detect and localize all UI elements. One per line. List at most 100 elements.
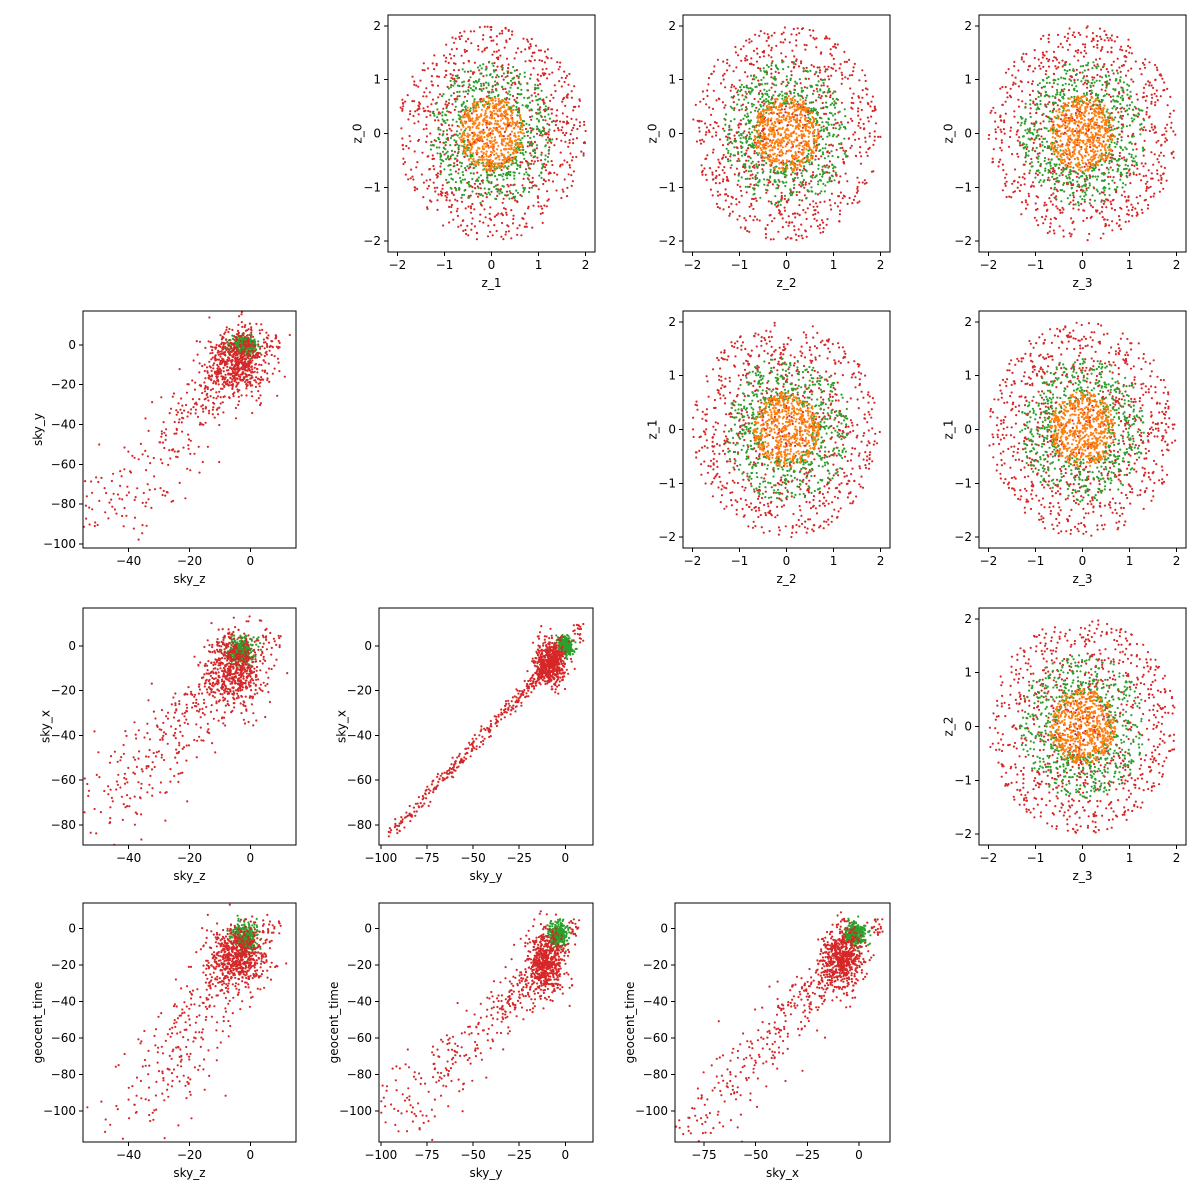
data-point xyxy=(489,117,491,119)
data-point xyxy=(551,160,553,162)
data-point xyxy=(540,205,542,207)
data-point xyxy=(845,173,847,175)
data-point xyxy=(844,128,846,130)
data-point xyxy=(1042,120,1044,122)
data-point xyxy=(1162,188,1164,190)
data-point xyxy=(462,126,464,128)
data-point xyxy=(740,60,742,62)
data-point xyxy=(709,167,711,169)
data-point xyxy=(438,146,440,148)
data-point xyxy=(501,30,503,32)
data-point xyxy=(1163,155,1165,157)
data-point xyxy=(764,157,766,159)
data-point xyxy=(454,199,456,201)
data-point xyxy=(479,220,481,222)
data-point xyxy=(703,167,705,169)
data-point xyxy=(782,68,784,70)
data-point xyxy=(724,104,726,106)
data-point xyxy=(1014,180,1016,182)
data-point xyxy=(461,81,463,83)
data-point xyxy=(814,176,816,178)
data-point xyxy=(523,173,525,175)
data-point xyxy=(1155,141,1157,143)
data-point xyxy=(738,172,740,174)
data-point xyxy=(506,177,508,179)
data-point xyxy=(535,95,537,97)
data-point xyxy=(811,124,813,126)
data-point xyxy=(513,149,515,151)
data-point xyxy=(770,64,772,66)
data-point xyxy=(812,214,814,216)
data-point xyxy=(861,109,863,111)
data-point xyxy=(411,176,413,178)
data-point xyxy=(453,55,455,57)
data-point xyxy=(522,38,524,40)
data-point xyxy=(530,154,532,156)
data-point xyxy=(1029,65,1031,67)
data-point xyxy=(507,82,509,84)
data-point xyxy=(426,135,428,137)
data-point xyxy=(402,163,404,165)
data-point xyxy=(469,127,471,129)
data-point xyxy=(1076,176,1078,178)
data-point xyxy=(509,190,511,192)
data-point xyxy=(1093,77,1095,79)
data-point xyxy=(784,198,786,200)
data-point xyxy=(556,61,558,63)
data-point xyxy=(1129,182,1131,184)
data-point xyxy=(518,110,520,112)
data-point xyxy=(1166,124,1168,126)
data-point xyxy=(481,159,483,161)
data-point xyxy=(505,41,507,43)
data-point xyxy=(407,118,409,120)
data-point xyxy=(761,137,763,139)
data-point xyxy=(1003,128,1005,130)
data-point xyxy=(483,159,485,161)
data-point xyxy=(545,68,547,70)
data-point xyxy=(774,167,776,169)
data-point xyxy=(763,136,765,138)
data-point xyxy=(1157,99,1159,101)
data-point xyxy=(1163,81,1165,83)
data-point xyxy=(501,75,503,77)
data-point xyxy=(778,72,780,74)
data-point xyxy=(787,81,789,83)
data-point xyxy=(440,191,442,193)
data-point xyxy=(733,95,735,97)
data-point xyxy=(1019,144,1021,146)
data-point xyxy=(724,124,726,126)
data-point xyxy=(566,161,568,163)
data-point xyxy=(1069,232,1071,234)
data-point xyxy=(998,161,1000,163)
data-point xyxy=(460,119,462,121)
data-point xyxy=(1106,68,1108,70)
data-point xyxy=(754,98,756,100)
data-point xyxy=(459,177,461,179)
data-point xyxy=(486,163,488,165)
data-point xyxy=(526,83,528,85)
data-point xyxy=(776,160,778,162)
data-point xyxy=(1001,86,1003,88)
data-point xyxy=(526,39,528,41)
data-point xyxy=(785,181,787,183)
data-point xyxy=(833,166,835,168)
data-point xyxy=(756,152,758,154)
data-point xyxy=(583,152,585,154)
data-point xyxy=(482,153,484,155)
data-point xyxy=(781,95,783,97)
data-point xyxy=(462,220,464,222)
data-point xyxy=(745,170,747,172)
data-point xyxy=(864,183,866,185)
data-point xyxy=(740,48,742,50)
data-point xyxy=(1153,193,1155,195)
data-point xyxy=(766,40,768,42)
data-point xyxy=(417,105,419,107)
x-tick-label: −2 xyxy=(684,258,702,272)
data-point xyxy=(731,164,733,166)
data-point xyxy=(1035,172,1037,174)
data-point xyxy=(701,139,703,141)
data-point xyxy=(506,70,508,72)
data-point xyxy=(759,197,761,199)
data-point xyxy=(730,203,732,205)
data-point xyxy=(563,159,565,161)
